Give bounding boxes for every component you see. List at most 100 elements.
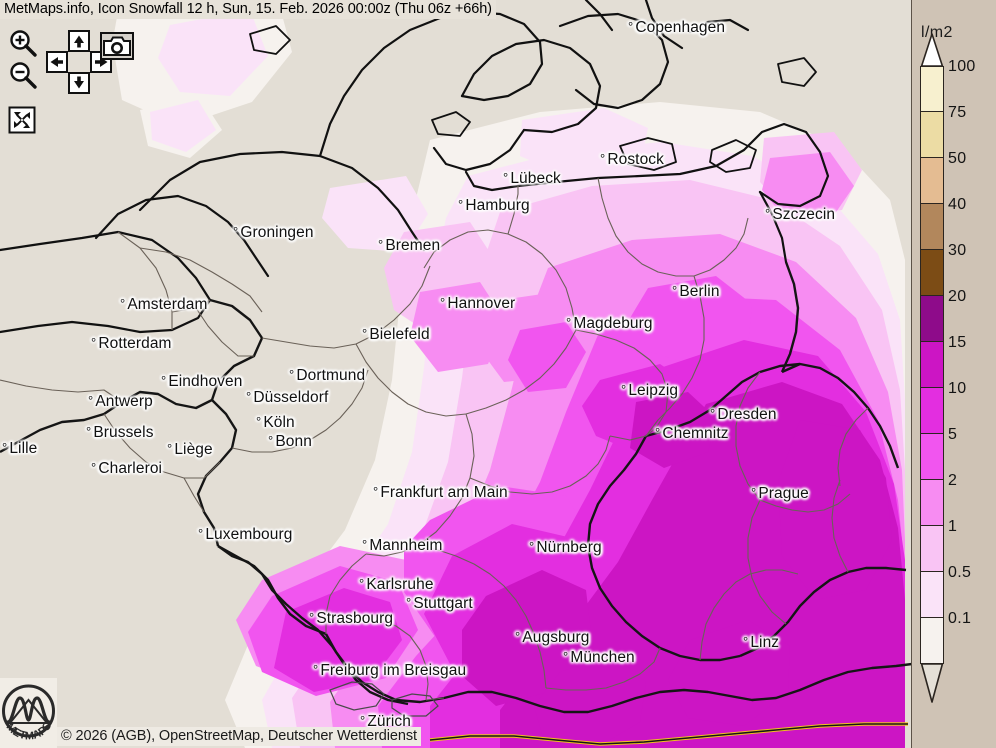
legend-value-label: 2	[948, 472, 958, 489]
city-marker-icon: °	[628, 19, 634, 34]
city-name: Charleroi	[98, 460, 163, 477]
city-label: ° Lübeck	[503, 171, 561, 187]
legend-swatch	[920, 434, 944, 480]
city-name: Düsseldorf	[253, 389, 329, 406]
city-label: ° Copenhagen	[628, 20, 725, 36]
zoom-out-icon[interactable]	[8, 60, 38, 90]
legend-value-label: 5	[948, 426, 958, 443]
city-name: Lübeck	[510, 170, 561, 187]
city-label: ° Chemnitz	[655, 426, 729, 442]
city-label: ° Amsterdam	[120, 297, 207, 313]
city-label: ° Liège	[167, 442, 213, 458]
city-marker-icon: °	[246, 389, 252, 404]
city-name: Augsburg	[522, 629, 590, 646]
pan-down-icon	[68, 72, 90, 94]
city-marker-icon: °	[233, 224, 239, 239]
map-title: MetMaps.info, Icon Snowfall 12 h, Sun, 1…	[0, 0, 496, 19]
legend-swatch	[920, 526, 944, 572]
city-marker-icon: °	[563, 649, 569, 664]
legend-value-label: 100	[948, 58, 976, 75]
metmaps-logo[interactable]: METMAPS	[0, 678, 57, 748]
lakes-layer	[329, 681, 439, 717]
city-name: Szczecin	[772, 206, 836, 223]
legend-top-arrow	[920, 33, 944, 67]
city-marker-icon: °	[710, 406, 716, 421]
city-marker-icon: °	[373, 484, 379, 499]
city-label: ° Dortmund	[289, 368, 365, 384]
city-name: Chemnitz	[662, 425, 729, 442]
city-marker-icon: °	[566, 315, 572, 330]
city-label: ° Düsseldorf	[246, 390, 328, 406]
city-name: Liège	[174, 441, 213, 458]
camera-icon[interactable]	[100, 32, 134, 60]
city-marker-icon: °	[167, 441, 173, 456]
legend-value-label: 15	[948, 334, 967, 351]
city-label: ° Linz	[743, 635, 779, 651]
legend-swatch	[920, 158, 944, 204]
city-label: ° Dresden	[710, 407, 777, 423]
city-name: Nürnberg	[536, 539, 602, 556]
city-name: Rotterdam	[98, 335, 172, 352]
city-name: Zürich	[367, 713, 411, 730]
metmaps-logo-icon: METMAPS	[2, 684, 55, 742]
legend-value-label: 50	[948, 150, 967, 167]
city-name: Strasbourg	[316, 610, 394, 627]
zoom-in-icon[interactable]	[8, 28, 38, 58]
map-toolbar	[0, 22, 146, 134]
city-label: ° Lille	[2, 441, 37, 457]
city-label: ° Hamburg	[458, 198, 530, 214]
city-name: Dresden	[717, 406, 777, 423]
city-marker-icon: °	[360, 713, 366, 728]
city-name: Amsterdam	[127, 296, 208, 313]
city-marker-icon: °	[91, 335, 97, 350]
legend-swatch	[920, 296, 944, 342]
legend-swatch	[920, 388, 944, 434]
city-marker-icon: °	[458, 197, 464, 212]
city-marker-icon: °	[289, 367, 295, 382]
legend-value-label: 0.1	[948, 610, 972, 627]
city-name: Stuttgart	[413, 595, 473, 612]
city-marker-icon: °	[529, 539, 535, 554]
legend-panel: l/m2 100 75 50 40 30 20 15 10 5 2 1 0.5 0.1	[911, 0, 996, 748]
city-marker-icon: °	[406, 595, 412, 610]
city-name: Berlin	[679, 283, 720, 300]
city-label: ° Rostock	[600, 152, 664, 168]
city-marker-icon: °	[655, 425, 661, 440]
city-label: ° Bremen	[378, 238, 440, 254]
city-name: Frankfurt am Main	[380, 484, 508, 501]
map-canvas[interactable]: ° Copenhagen ° Rostock ° Lübeck ° Hamburg ° Szcze…	[0, 0, 912, 748]
city-marker-icon: °	[621, 382, 627, 397]
city-label: ° Augsburg	[515, 630, 589, 646]
city-marker-icon: °	[765, 206, 771, 221]
city-name: Copenhagen	[635, 19, 726, 36]
city-label: ° Brussels	[86, 425, 154, 441]
legend-swatch	[920, 572, 944, 618]
city-name: Bielefeld	[369, 326, 430, 343]
legend-value-label: 40	[948, 196, 967, 213]
city-marker-icon: °	[378, 237, 384, 252]
city-label: ° Köln	[256, 415, 295, 431]
city-marker-icon: °	[256, 414, 262, 429]
city-name: Köln	[263, 414, 295, 431]
city-label: ° Prague	[751, 486, 809, 502]
fullscreen-icon[interactable]	[8, 106, 36, 134]
city-marker-icon: °	[309, 610, 315, 625]
city-label: ° Strasbourg	[309, 611, 393, 627]
city-label: ° Freiburg im Breisgau	[313, 663, 466, 679]
city-marker-icon: °	[672, 283, 678, 298]
city-marker-icon: °	[503, 170, 509, 185]
city-label: ° Eindhoven	[161, 374, 242, 390]
city-marker-icon: °	[268, 433, 274, 448]
city-name: Eindhoven	[168, 373, 243, 390]
city-marker-icon: °	[440, 295, 446, 310]
legend-value-label: 20	[948, 288, 967, 305]
city-marker-icon: °	[88, 393, 94, 408]
city-label: ° Antwerp	[88, 394, 153, 410]
legend-bottom-arrow	[920, 663, 944, 703]
city-label: ° Groningen	[233, 225, 314, 241]
city-label: ° Berlin	[672, 284, 720, 300]
city-label: ° Szczecin	[765, 207, 835, 223]
city-marker-icon: °	[120, 296, 126, 311]
city-marker-icon: °	[91, 460, 97, 475]
